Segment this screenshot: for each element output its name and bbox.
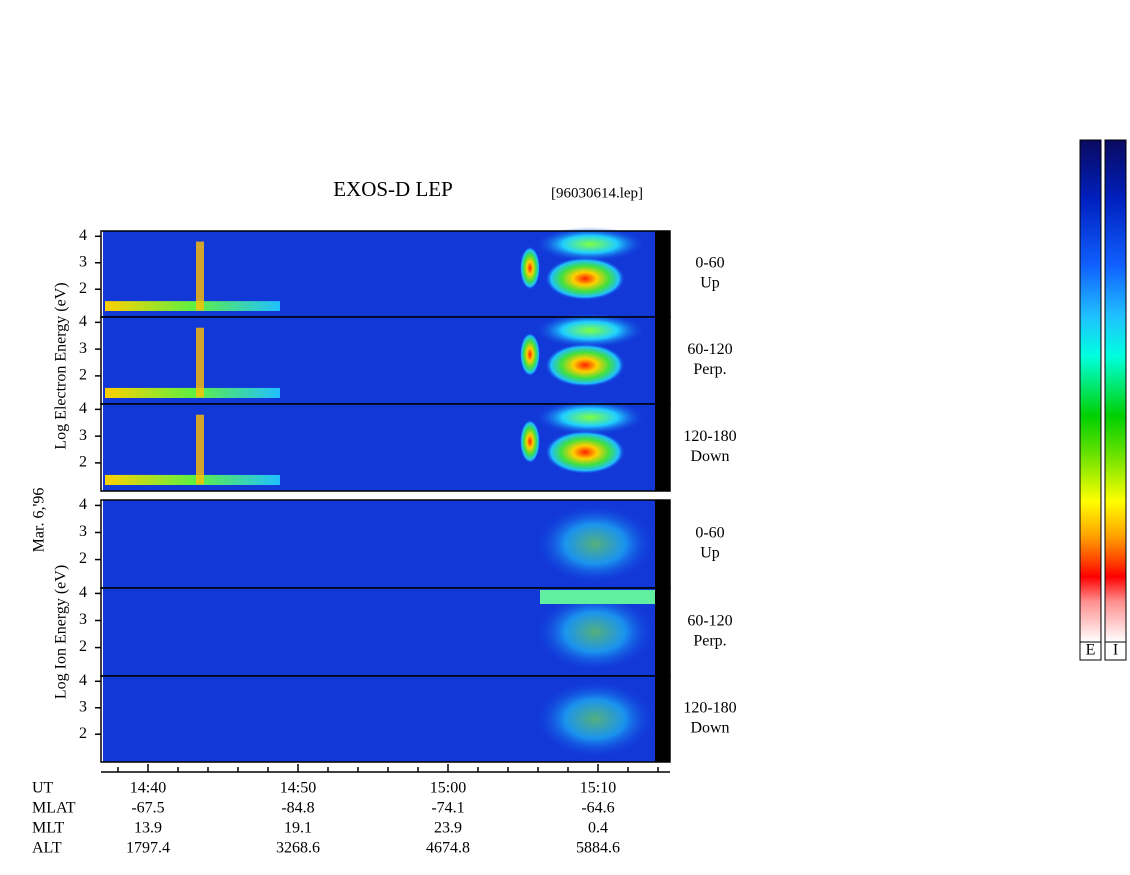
colorbar [1104,139,1127,643]
low-energy-band [105,474,280,485]
low-energy-band [105,387,280,398]
orbit-value: 4674.8 [426,840,470,857]
orbit-value: -67.5 [131,800,164,817]
panel-edge [655,404,670,491]
energy-tick-label: 3 [79,523,87,540]
energy-tick-label: 2 [79,454,87,471]
orbit-value: -74.1 [431,800,464,817]
ion-region [535,504,655,584]
pitch-direction: Perp. [693,633,726,650]
arc-warm [535,399,645,435]
panel-edge [655,588,670,676]
arc-left [520,246,540,290]
energy-tick-label: 2 [79,550,87,567]
pitch-range: 0-60 [695,255,724,272]
orbit-value: 14:40 [130,780,166,797]
panel-frame [100,403,671,492]
orbit-value: 15:00 [430,780,466,797]
orbit-value: 13.9 [134,820,162,837]
date: Mar. 6,'96 [31,488,48,553]
energy-tick-label: 4 [79,672,87,689]
orbit-value: 1797.4 [126,840,170,857]
pitch-direction: Down [690,720,729,737]
energy-tick-label: 2 [79,367,87,384]
energy-tick-label: 3 [79,698,87,715]
orbit-value: 23.9 [434,820,462,837]
panel-edge [655,231,670,317]
electron-axis-label: Log Electron Energy (eV) [53,282,70,449]
panel-edge [655,676,670,762]
orbit-row-label: ALT [32,840,62,857]
arc-hot [545,257,625,301]
file-name: [96030614.lep] [551,185,643,201]
spectrogram: 2 3 4 0-60 Up 2 3 4 60-120 Perp. 2 3 4 120-180 Down 2 3 4… [79,227,737,763]
arc-warm [535,227,645,262]
orbit-value: 5884.6 [576,840,620,857]
pitch-range: 120-180 [683,428,736,445]
energy-tick-label: 3 [79,340,87,357]
ion-region [535,592,655,672]
arc-left [520,419,540,464]
arc-hot [545,343,625,387]
energy-tick-label: 2 [79,725,87,742]
panel-edge [655,317,670,404]
colorbar-label: E [1086,642,1096,659]
pitch-range: 60-120 [687,613,732,630]
energy-tick-label: 2 [79,638,87,655]
pitch-range: 0-60 [695,525,724,542]
orbit-value: 19.1 [284,820,312,837]
colorbar-label-box [1079,641,1102,661]
title: EXOS-D LEP [333,177,453,201]
pitch-direction: Perp. [693,361,726,378]
burst [196,241,204,311]
orbit-value: 14:50 [280,780,316,797]
orbit-row-label: UT [32,780,54,797]
pitch-range: 120-180 [683,700,736,717]
orbit-value: 3268.6 [276,840,320,857]
colorbar-label-box [1104,641,1127,661]
energy-tick-label: 4 [79,227,87,244]
arc-left [520,332,540,377]
orbit-row-label: MLT [32,820,65,837]
energy-tick-label: 2 [79,280,87,297]
colorbar [1079,139,1102,643]
pitch-direction: Up [700,275,720,292]
ion-axis-label: Log Ion Energy (eV) [53,565,70,699]
energy-tick-label: 4 [79,400,87,417]
burst [196,327,204,398]
energy-tick-label: 4 [79,313,87,330]
colorbar-label: I [1113,642,1118,659]
energy-tick-label: 3 [79,427,87,444]
panel-frame [100,675,671,763]
orbit-value: 15:10 [580,780,616,797]
ion-band [540,590,655,604]
pitch-range: 60-120 [687,341,732,358]
orbit-value: 0.4 [588,820,608,837]
orbit-row-label: MLAT [32,800,76,817]
orbit-value: -84.8 [281,800,314,817]
energy-tick-label: 3 [79,253,87,270]
energy-tick-label: 3 [79,611,87,628]
energy-tick-label: 4 [79,584,87,601]
arc-warm [535,312,645,348]
arc-hot [545,430,625,474]
ion-region [535,680,655,758]
low-energy-band [105,301,280,311]
orbit-value: -64.6 [581,800,614,817]
energy-tick-label: 4 [79,496,87,513]
panel-edge [655,500,670,588]
pitch-direction: Down [690,448,729,465]
pitch-direction: Up [700,545,720,562]
burst [196,414,204,485]
